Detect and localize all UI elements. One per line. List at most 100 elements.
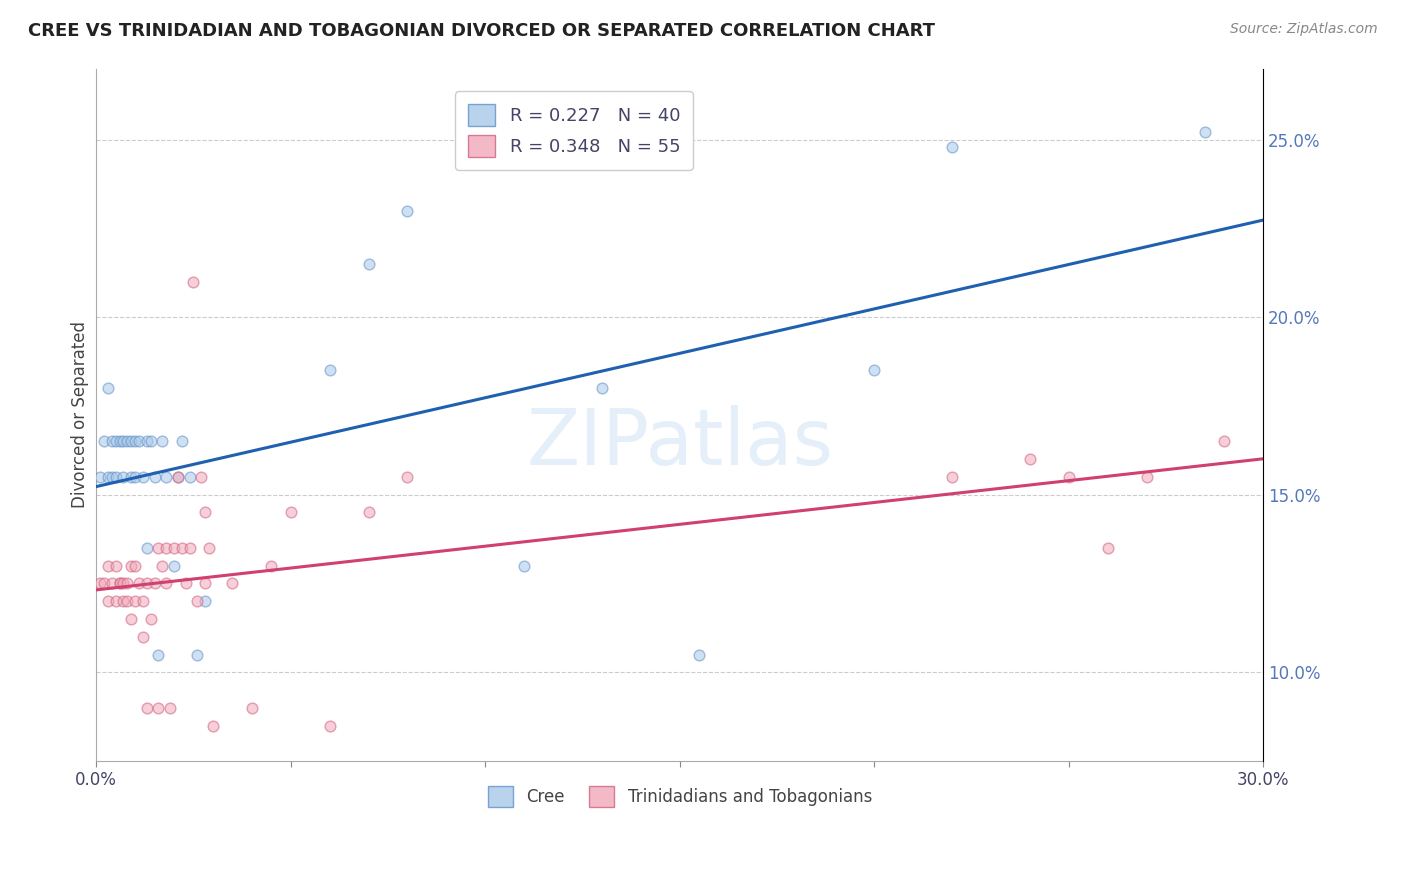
- Point: [143, 470, 166, 484]
- Point: [357, 506, 380, 520]
- Point: [1019, 452, 1042, 467]
- Point: [112, 470, 135, 484]
- Point: [104, 594, 127, 608]
- Point: [93, 576, 115, 591]
- Point: [124, 434, 146, 449]
- Point: [194, 594, 217, 608]
- Point: [100, 470, 122, 484]
- Point: [155, 470, 177, 484]
- Point: [148, 541, 170, 555]
- Y-axis label: Divorced or Separated: Divorced or Separated: [72, 321, 89, 508]
- Point: [186, 594, 208, 608]
- Point: [104, 434, 127, 449]
- Point: [163, 558, 186, 573]
- Point: [97, 594, 120, 608]
- Point: [1213, 434, 1236, 449]
- Legend: Cree, Trinidadians and Tobagonians: Cree, Trinidadians and Tobagonians: [479, 778, 880, 815]
- Point: [128, 576, 150, 591]
- Point: [112, 594, 135, 608]
- Point: [93, 434, 115, 449]
- Point: [120, 434, 142, 449]
- Point: [124, 594, 146, 608]
- Point: [194, 506, 217, 520]
- Point: [97, 470, 120, 484]
- Point: [194, 576, 217, 591]
- Point: [104, 470, 127, 484]
- Point: [1057, 470, 1080, 484]
- Point: [163, 541, 186, 555]
- Point: [148, 648, 170, 662]
- Point: [159, 701, 181, 715]
- Text: ZIPatlas: ZIPatlas: [526, 404, 834, 481]
- Point: [513, 558, 536, 573]
- Point: [170, 434, 193, 449]
- Point: [941, 139, 963, 153]
- Point: [167, 470, 190, 484]
- Point: [117, 576, 139, 591]
- Point: [97, 558, 120, 573]
- Point: [97, 381, 120, 395]
- Point: [128, 434, 150, 449]
- Point: [201, 718, 224, 732]
- Point: [112, 434, 135, 449]
- Point: [155, 541, 177, 555]
- Point: [120, 470, 142, 484]
- Point: [1194, 125, 1216, 139]
- Point: [183, 275, 205, 289]
- Point: [120, 558, 142, 573]
- Point: [150, 558, 173, 573]
- Point: [135, 701, 157, 715]
- Point: [1136, 470, 1159, 484]
- Point: [863, 363, 886, 377]
- Point: [170, 541, 193, 555]
- Point: [100, 434, 122, 449]
- Point: [112, 576, 135, 591]
- Point: [132, 630, 155, 644]
- Point: [155, 576, 177, 591]
- Point: [357, 257, 380, 271]
- Point: [108, 576, 131, 591]
- Point: [280, 506, 302, 520]
- Point: [179, 470, 201, 484]
- Point: [179, 541, 201, 555]
- Point: [135, 541, 157, 555]
- Text: CREE VS TRINIDADIAN AND TOBAGONIAN DIVORCED OR SEPARATED CORRELATION CHART: CREE VS TRINIDADIAN AND TOBAGONIAN DIVOR…: [28, 22, 935, 40]
- Point: [124, 470, 146, 484]
- Text: Source: ZipAtlas.com: Source: ZipAtlas.com: [1230, 22, 1378, 37]
- Point: [221, 576, 243, 591]
- Point: [318, 363, 340, 377]
- Point: [89, 470, 111, 484]
- Point: [150, 434, 173, 449]
- Point: [186, 648, 208, 662]
- Point: [143, 576, 166, 591]
- Point: [240, 701, 263, 715]
- Point: [260, 558, 283, 573]
- Point: [174, 576, 197, 591]
- Point: [100, 576, 122, 591]
- Point: [318, 718, 340, 732]
- Point: [1097, 541, 1119, 555]
- Point: [139, 612, 162, 626]
- Point: [108, 576, 131, 591]
- Point: [117, 434, 139, 449]
- Point: [135, 434, 157, 449]
- Point: [190, 470, 212, 484]
- Point: [89, 576, 111, 591]
- Point: [139, 434, 162, 449]
- Point: [148, 701, 170, 715]
- Point: [591, 381, 613, 395]
- Point: [167, 470, 190, 484]
- Point: [124, 558, 146, 573]
- Point: [108, 434, 131, 449]
- Point: [396, 203, 419, 218]
- Point: [688, 648, 710, 662]
- Point: [198, 541, 221, 555]
- Point: [104, 558, 127, 573]
- Point: [120, 612, 142, 626]
- Point: [132, 594, 155, 608]
- Point: [132, 470, 155, 484]
- Point: [117, 594, 139, 608]
- Point: [135, 576, 157, 591]
- Point: [396, 470, 419, 484]
- Point: [941, 470, 963, 484]
